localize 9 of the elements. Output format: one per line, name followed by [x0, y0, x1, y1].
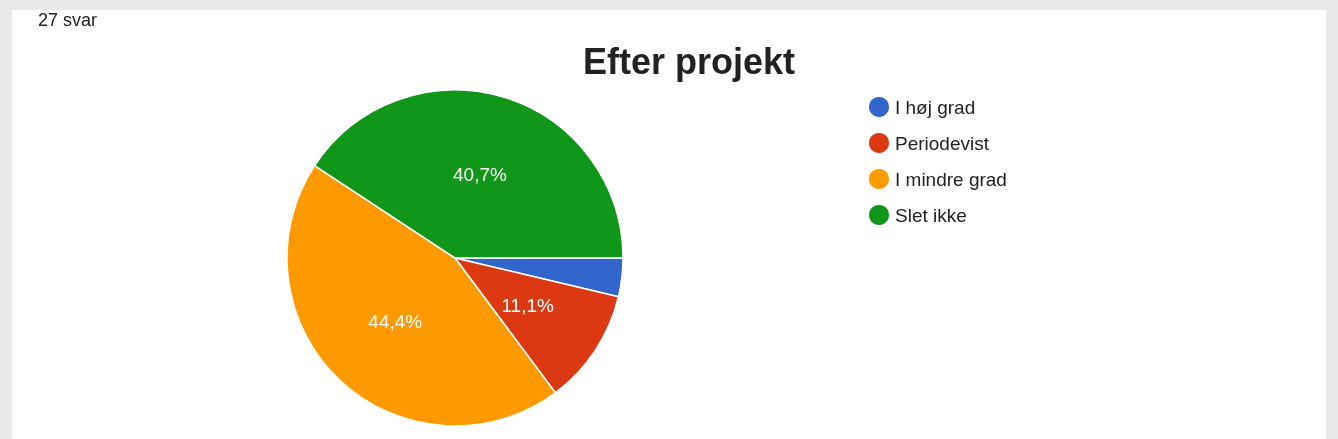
chart-title: Efter projekt: [582, 40, 796, 82]
data-label: 44,4%: [368, 310, 423, 332]
legend-label: I mindre grad: [895, 168, 1007, 190]
legend-label: Slet ikke: [895, 204, 967, 226]
legend-label: Periodevist: [895, 132, 990, 154]
data-label: 40,7%: [453, 164, 507, 186]
text: 27 svar: [38, 10, 98, 31]
legend-label: I høj grad: [895, 96, 976, 118]
data-label: 11,1%: [501, 295, 555, 317]
